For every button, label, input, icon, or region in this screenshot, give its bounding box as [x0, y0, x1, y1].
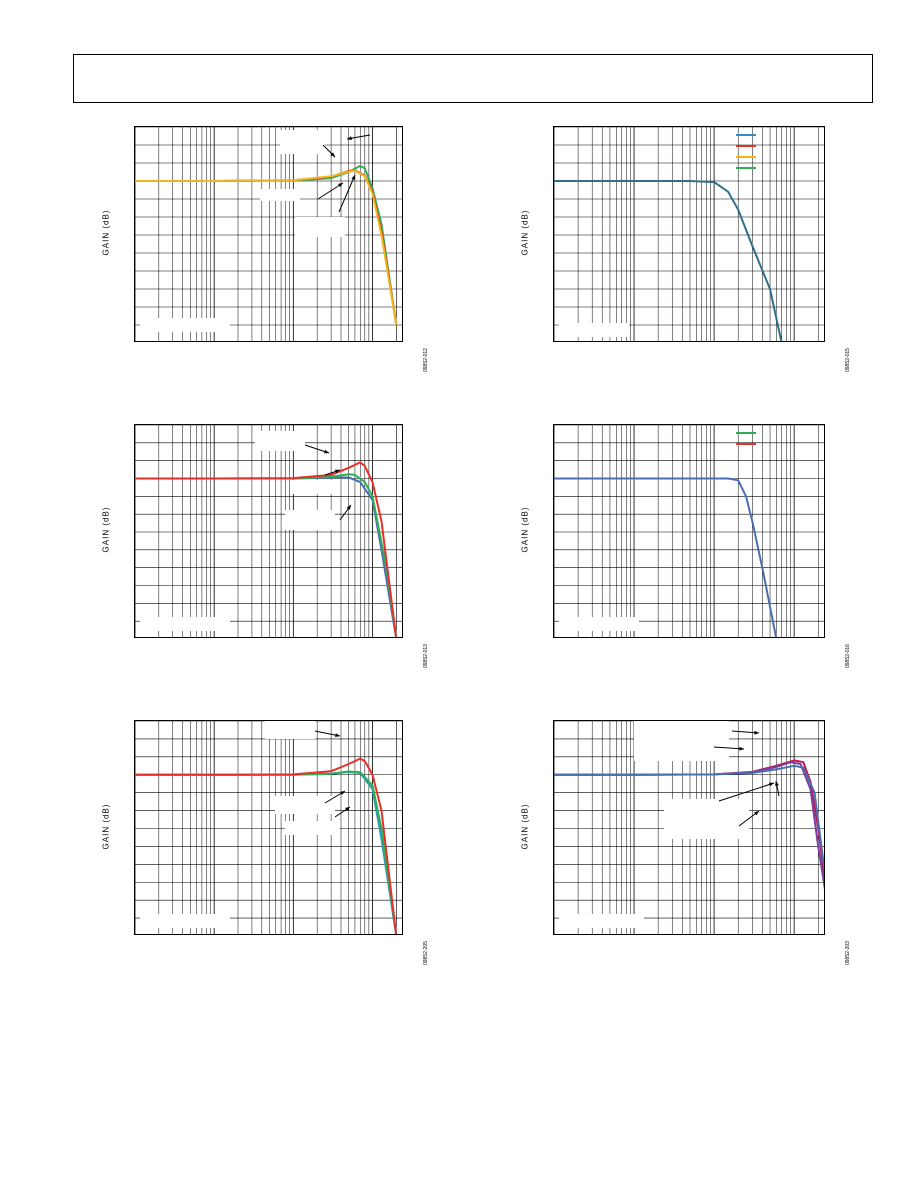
- arrow-head: [769, 782, 774, 787]
- series-line-3: [135, 461, 398, 637]
- label-box: [559, 617, 639, 631]
- arrow-head: [335, 733, 340, 738]
- label-box: [664, 799, 749, 839]
- gain-chart-svg: [554, 721, 824, 934]
- y-axis-label: GAIN (dB): [520, 209, 530, 256]
- series-line-2: [135, 473, 398, 637]
- arrow-head: [324, 449, 329, 454]
- arrow-head: [345, 807, 350, 812]
- plot-area: [553, 720, 825, 935]
- series-line-1: [554, 180, 783, 341]
- figure-id: 09852-015: [845, 348, 851, 372]
- annotation-arrow: [713, 746, 745, 750]
- gain-chart-svg: [554, 127, 824, 341]
- gain-chart-svg: [135, 127, 402, 341]
- label-box: [634, 721, 729, 761]
- gain-chart-svg: [554, 425, 824, 637]
- annotation-arrow: [718, 782, 775, 802]
- series-line-3: [135, 757, 398, 934]
- label-box: [285, 510, 335, 530]
- arrow-head: [754, 811, 759, 816]
- annotation-arrow: [317, 182, 344, 200]
- plot-area: [134, 126, 403, 342]
- label-box: [559, 914, 644, 928]
- figure-id: 09852-205: [423, 941, 429, 965]
- label-box: [255, 431, 305, 451]
- arrow-head: [754, 730, 759, 735]
- gain-chart-svg: [135, 721, 402, 934]
- label-box: [295, 217, 345, 237]
- label-box: [290, 480, 335, 494]
- annotation-arrow: [338, 174, 356, 213]
- arrow-head: [338, 183, 343, 188]
- arrow-head: [335, 469, 340, 474]
- label-box: [275, 796, 335, 814]
- label-box: [285, 821, 340, 835]
- plot-area: [553, 424, 825, 638]
- arrow-head: [774, 781, 779, 786]
- arrow-head: [340, 791, 345, 796]
- series-line-2: [554, 761, 824, 890]
- y-axis-label: GAIN (dB): [101, 803, 111, 849]
- y-axis-label: GAIN (dB): [520, 506, 530, 553]
- arrow-head: [347, 136, 352, 141]
- label-box: [280, 130, 325, 154]
- plot-area: [134, 424, 403, 638]
- arrow-head: [739, 746, 744, 751]
- y-axis-label: GAIN (dB): [520, 803, 530, 849]
- plot-area: [134, 720, 403, 935]
- figure-id: 09852-012: [423, 348, 429, 372]
- arrow-head: [346, 505, 351, 510]
- y-axis-label: GAIN (dB): [101, 506, 111, 553]
- gain-chart-svg: [135, 425, 402, 637]
- series-line-1: [554, 759, 824, 881]
- label-box: [140, 914, 230, 928]
- series-line-1: [554, 477, 778, 637]
- label-box: [140, 617, 230, 631]
- series-line-1: [135, 476, 397, 637]
- label-box: [559, 323, 629, 337]
- figure-id: 09852-013: [423, 644, 429, 668]
- series-line-2: [135, 770, 398, 934]
- series-line-1: [135, 770, 398, 934]
- series-line-3: [554, 764, 824, 875]
- figure-id: 09852-016: [845, 644, 851, 668]
- page-header-box: [73, 54, 873, 103]
- arrow-head: [351, 175, 355, 180]
- figure-id: 09852-203: [845, 941, 851, 965]
- arrow-head: [330, 152, 335, 157]
- series-line-3: [135, 169, 398, 326]
- plot-area: [553, 126, 825, 342]
- label-box: [260, 189, 300, 201]
- label-box: [140, 318, 230, 332]
- label-box: [265, 721, 315, 739]
- y-axis-label: GAIN (dB): [101, 209, 111, 256]
